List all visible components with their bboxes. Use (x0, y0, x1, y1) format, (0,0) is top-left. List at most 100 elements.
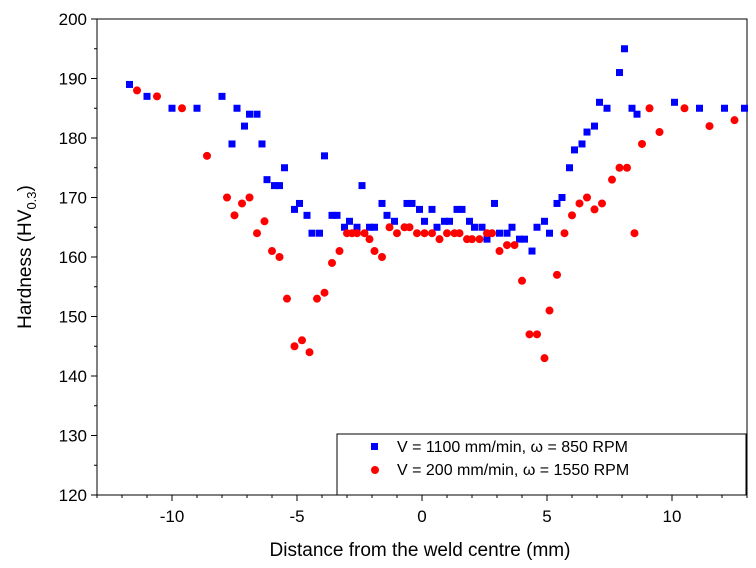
data-point (321, 152, 328, 160)
data-point (615, 163, 624, 172)
data-point (623, 163, 631, 172)
y-tick-label: 130 (59, 427, 87, 446)
data-point (428, 205, 436, 213)
data-point (428, 229, 436, 238)
data-point (568, 211, 576, 220)
data-point (238, 199, 246, 208)
y-axis-label: Hardness (HV0.3) (15, 185, 39, 329)
data-point (553, 270, 561, 279)
data-point (133, 86, 141, 95)
data-point (591, 122, 598, 130)
data-point (281, 164, 288, 172)
data-point (153, 92, 161, 101)
data-point (385, 223, 394, 232)
data-point (655, 128, 664, 137)
data-point (446, 217, 453, 225)
data-point (475, 235, 484, 244)
data-point (443, 229, 451, 238)
y-axis-label-subscript: 0.3 (24, 191, 39, 209)
data-point (566, 164, 573, 172)
data-point (405, 223, 414, 232)
data-point (696, 104, 703, 112)
data-point (341, 223, 348, 231)
data-point (333, 211, 341, 219)
data-point (616, 69, 623, 77)
data-point (435, 235, 444, 244)
data-point (275, 253, 284, 261)
data-point (253, 110, 261, 118)
data-point (378, 253, 386, 261)
data-point (508, 223, 516, 231)
data-point (383, 211, 391, 219)
series-1 (126, 45, 748, 255)
data-point (413, 229, 421, 238)
data-point (303, 211, 311, 219)
data-point (291, 205, 298, 213)
data-point (268, 247, 276, 256)
data-point (455, 229, 464, 238)
data-point (416, 205, 423, 213)
data-point (603, 104, 611, 112)
data-point (608, 175, 616, 184)
data-point (545, 306, 554, 315)
x-tick-label: -10 (160, 507, 185, 526)
data-point (320, 288, 329, 297)
data-point (541, 217, 548, 225)
data-point (478, 223, 486, 231)
data-point (308, 229, 316, 237)
data-point (168, 104, 176, 112)
y-tick-label: 160 (59, 248, 87, 267)
data-point (260, 217, 269, 226)
series-2 (133, 86, 739, 363)
x-axis: -10 -5 0 5 10 (96, 495, 748, 526)
data-point (433, 223, 441, 231)
data-point (466, 217, 473, 225)
data-point (263, 176, 271, 184)
x-tick-label: 0 (417, 507, 426, 526)
data-point (488, 229, 496, 238)
data-point (495, 247, 504, 256)
y-axis: 120 130 140 150 160 170 180 190 200 (59, 10, 97, 505)
data-point (496, 229, 503, 237)
y-tick-label: 170 (59, 189, 87, 208)
data-point (403, 199, 411, 207)
data-point (671, 98, 678, 106)
plot-area (96, 18, 748, 496)
x-axis-label: Distance from the weld centre (mm) (270, 540, 571, 561)
data-point (590, 205, 599, 214)
x-tick-label: 5 (542, 507, 551, 526)
data-point (533, 223, 541, 231)
data-point (583, 193, 591, 202)
data-point (353, 229, 361, 238)
data-point (528, 247, 536, 255)
data-point (633, 110, 641, 118)
legend: V = 1100 mm/min, ω = 850 RPM V = 200 mm/… (336, 433, 747, 496)
data-point (471, 223, 478, 231)
data-point (328, 258, 336, 267)
data-point (346, 217, 353, 225)
data-point (571, 146, 578, 154)
data-point (223, 193, 231, 202)
data-point (458, 205, 466, 213)
y-tick-label: 120 (59, 486, 87, 505)
data-point (503, 241, 511, 250)
legend-marker-series-2 (371, 466, 379, 474)
legend-label-series-1: V = 1100 mm/min, ω = 850 RPM (397, 439, 628, 456)
data-point (246, 110, 253, 118)
data-point (218, 92, 226, 100)
data-point (233, 104, 241, 112)
data-point (408, 199, 416, 207)
data-point (503, 229, 511, 237)
data-point (393, 229, 401, 238)
data-point (553, 199, 561, 207)
data-point (193, 104, 201, 112)
data-point (335, 247, 344, 256)
legend-box (336, 433, 747, 496)
legend-label-series-2: V = 200 mm/min, ω = 1550 RPM (397, 462, 629, 479)
data-point (305, 348, 314, 357)
data-point (730, 116, 739, 125)
data-point (546, 229, 553, 237)
x-tick-label: -5 (289, 507, 304, 526)
data-point (178, 104, 186, 113)
